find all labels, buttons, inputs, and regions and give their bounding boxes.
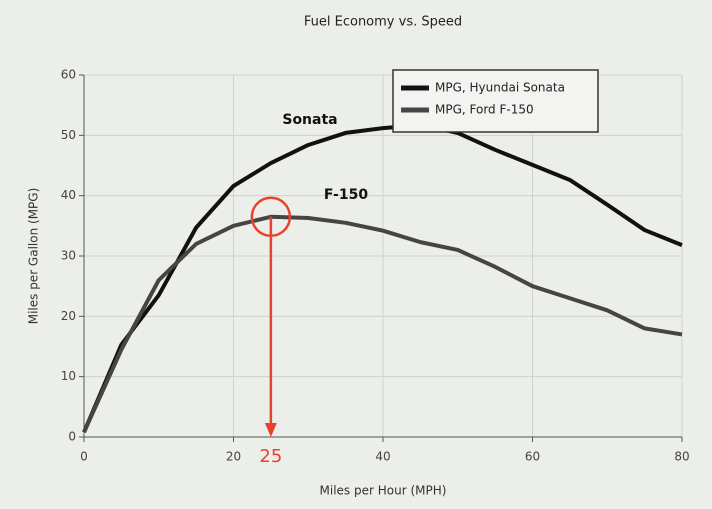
- y-tick-label: 0: [68, 430, 76, 444]
- series-line: [82, 123, 683, 433]
- y-tick-label: 40: [61, 188, 76, 202]
- x-axis-label: Miles per Hour (MPH): [320, 484, 447, 498]
- y-tick-label: 20: [61, 309, 76, 323]
- y-tick-label: 10: [61, 369, 76, 383]
- y-tick-label: 50: [61, 128, 76, 142]
- y-axis-label: Miles per Gallon (MPG): [27, 188, 41, 325]
- x-tick-label: 20: [226, 450, 241, 464]
- legend-label: MPG, Ford F-150: [435, 103, 534, 117]
- annotation: F-150: [324, 187, 368, 203]
- x-tick-label: 40: [375, 450, 390, 464]
- legend-box: [392, 69, 599, 133]
- legend-label: MPG, Hyundai Sonata: [435, 81, 565, 95]
- x-tick-label: 60: [525, 450, 540, 464]
- x-tick-label: 80: [674, 450, 689, 464]
- highlight-label: 25: [259, 446, 282, 467]
- y-tick-label: 30: [61, 249, 76, 263]
- chart-title: Fuel Economy vs. Speed: [304, 15, 462, 30]
- y-tick-label: 60: [61, 68, 76, 82]
- arrow-head: [264, 423, 277, 437]
- series-line: [82, 214, 683, 433]
- x-tick-label: 0: [80, 450, 88, 464]
- annotation: Sonata: [282, 112, 337, 128]
